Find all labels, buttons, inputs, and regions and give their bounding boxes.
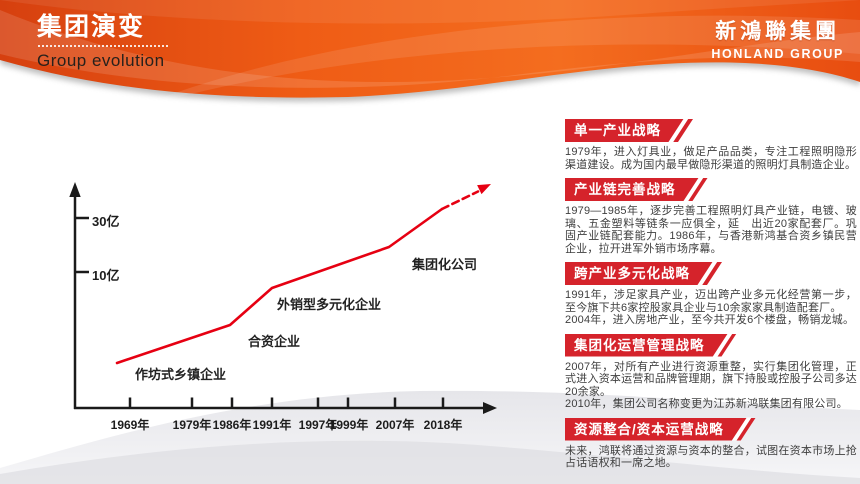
stage-label-joint-venture: 合资企业 <box>248 334 301 349</box>
strategy-body: 未来，鸿联将通过资源与资本的整合，试图在资本市场上抢占话语权和一席之地。 <box>565 444 857 470</box>
strategy-body: 1979年，进入灯具业，做足产品品类，专注工程照明隐形渠道建设。成为国内最早做隐… <box>565 146 857 171</box>
x-tick-label-1969: 1969年 <box>110 418 150 432</box>
stage-label-export-diversified: 外销型多元化企业 <box>277 297 382 312</box>
strategy-section: 集团化运营管理战略 2007年，对所有产业进行资源重整，实行集团化管理，正式进入… <box>565 334 857 411</box>
strategy-banner-capital-operation: 资源整合/资本运营战略 <box>565 418 756 441</box>
strategy-banner-single-industry: 单一产业战略 <box>565 119 693 142</box>
x-tick-label-2018: 2018年 <box>423 418 463 432</box>
chart-axes <box>73 190 486 410</box>
strategy-banner-group-management: 集团化运营管理战略 <box>565 334 737 357</box>
strategy-body: 1991年，涉足家具产业，迈出跨产业多元化经营第一步，至今旗下共6家控股家具企业… <box>565 289 857 326</box>
stage-label-group-company: 集团化公司 <box>412 257 478 272</box>
strategy-panel: 单一产业战略 1979年，进入灯具业，做足产品品类，专注工程照明隐形渠道建设。成… <box>565 119 857 477</box>
x-tick-label-1986: 1986年 <box>212 418 252 432</box>
strategy-section: 产业链完善战略 1979—1985年，逐步完善工程照明灯具产业链，电镀、玻璃、五… <box>565 178 857 255</box>
x-tick-label-1999: 1999年 <box>329 418 369 432</box>
x-tick-label-2007: 2007年 <box>375 418 415 432</box>
strategy-banner-diversification: 跨产业多元化战略 <box>565 262 722 285</box>
x-tick-label-1979: 1979年 <box>172 418 212 432</box>
y-axis-arrow-icon <box>69 182 81 197</box>
y-tick-label-30: 30亿 <box>92 214 120 229</box>
growth-arrow-icon <box>477 184 491 195</box>
strategy-body: 1979—1985年，逐步完善工程照明灯具产业链，电镀、玻璃、五金塑料等链条一应… <box>565 205 857 255</box>
x-tick-label-1991: 1991年 <box>252 418 292 432</box>
stage-label-workshop: 作坊式乡镇企业 <box>135 367 227 382</box>
strategy-section: 资源整合/资本运营战略 未来，鸿联将通过资源与资本的整合，试图在资本市场上抢占话… <box>565 418 857 470</box>
strategy-section: 跨产业多元化战略 1991年，涉足家具产业，迈出跨产业多元化经营第一步，至今旗下… <box>565 262 857 327</box>
strategy-body: 2007年，对所有产业进行资源重整，实行集团化管理，正式进入资本运营和品牌管理期… <box>565 360 857 411</box>
strategy-banner-industry-chain: 产业链完善战略 <box>565 178 708 201</box>
x-tick-label-1997: 1997年 <box>298 418 338 432</box>
y-tick-label-10: 10亿 <box>92 268 120 283</box>
strategy-section: 单一产业战略 1979年，进入灯具业，做足产品品类，专注工程照明隐形渠道建设。成… <box>565 119 857 171</box>
x-axis-arrow-icon <box>483 402 497 414</box>
growth-line <box>115 190 480 365</box>
